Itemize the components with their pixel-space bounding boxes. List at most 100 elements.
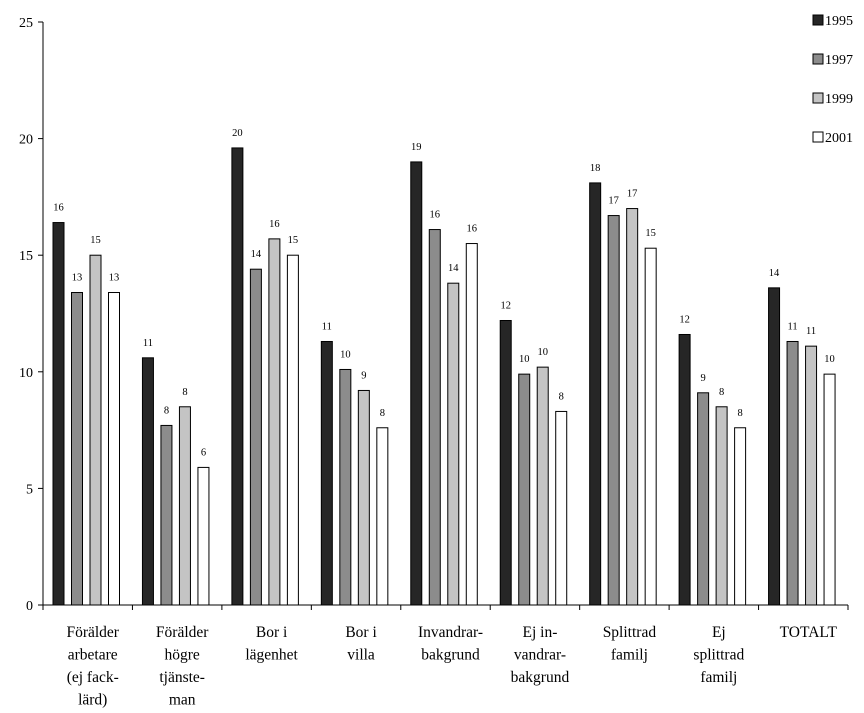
bar-1997 — [249, 268, 262, 606]
x-category-label: Förälder högre tjänste-man — [156, 624, 209, 709]
x-category-label: Splittrad familj — [603, 624, 657, 664]
bar-1995 — [410, 161, 423, 606]
data-labels: 16 11 20 11 19 12 18 12 14 13 8 14 10 16 10 17 9 11 15 8 16 9… — [53, 128, 835, 458]
bar-1997 — [428, 229, 441, 606]
data-label: 11 — [322, 321, 332, 332]
data-label: 17 — [608, 196, 619, 207]
bar-2001 — [555, 410, 568, 606]
y-tick-label: 15 — [19, 249, 33, 264]
data-label: 12 — [500, 300, 511, 311]
legend-swatch-1995 — [812, 14, 824, 26]
bar-1999 — [715, 406, 728, 606]
data-label: 8 — [719, 387, 724, 398]
y-tick-label: 10 — [19, 366, 33, 381]
bar-1999 — [447, 282, 460, 606]
data-label: 9 — [361, 370, 366, 381]
data-label: 15 — [288, 235, 299, 246]
data-label: 8 — [737, 408, 742, 419]
x-category-label: Förälder arbetare (ej fack-lärd) — [66, 624, 119, 709]
data-label: 14 — [769, 268, 780, 279]
bar-1995 — [678, 333, 691, 606]
data-label: 8 — [380, 408, 385, 419]
data-label: 10 — [519, 354, 530, 365]
legend-swatch-1997 — [812, 53, 824, 65]
data-label: 19 — [411, 142, 422, 153]
data-label: 8 — [164, 405, 169, 416]
y-tick-label: 5 — [26, 482, 33, 497]
bar-2001 — [734, 427, 747, 606]
bar-1995 — [768, 287, 781, 606]
data-label: 11 — [806, 326, 816, 337]
data-label: 12 — [679, 314, 690, 325]
data-label: 10 — [340, 349, 351, 360]
bar-1999 — [626, 208, 639, 606]
y-axis: 0 5 10 15 20 25 — [19, 16, 44, 614]
bar-1999 — [268, 238, 281, 606]
bar-2001 — [376, 427, 389, 606]
bar-1999 — [536, 366, 549, 606]
y-tick-label: 0 — [26, 599, 33, 614]
data-label: 11 — [787, 321, 797, 332]
legend-label: 1997 — [825, 53, 853, 68]
y-tick-label: 25 — [19, 16, 33, 31]
data-label: 11 — [143, 338, 153, 349]
bar-1995 — [320, 340, 333, 606]
x-category-label: Invandrar-bakgrund — [418, 624, 483, 664]
bar-1999 — [89, 254, 102, 606]
x-category-label: Ej in-vandrar-bakgrund — [511, 624, 570, 686]
data-label: 9 — [700, 373, 705, 384]
legend-label: 1995 — [825, 14, 853, 29]
x-axis: Förälder arbetare (ej fack-lärd) Förälder hö… — [42, 604, 849, 709]
x-category-label: TOTALT — [780, 624, 838, 641]
bar-2001 — [823, 373, 836, 606]
bar-1997 — [786, 340, 799, 606]
data-label: 16 — [430, 210, 441, 221]
legend-swatch-1999 — [812, 92, 824, 104]
bar-2001 — [644, 247, 657, 606]
data-label: 13 — [72, 273, 83, 284]
data-label: 8 — [559, 391, 564, 402]
y-tick-label: 20 — [19, 133, 33, 148]
bar-1995 — [499, 319, 512, 606]
bar-1997 — [697, 392, 710, 606]
bar-2001 — [286, 254, 299, 606]
bar-1997 — [339, 368, 352, 606]
data-label: 14 — [251, 249, 262, 260]
data-label: 15 — [645, 228, 656, 239]
bar-1999 — [178, 406, 191, 606]
bar-1997 — [71, 292, 83, 606]
bar-1999 — [357, 389, 370, 606]
bar-1995 — [589, 182, 602, 606]
bars — [52, 147, 836, 606]
data-label: 10 — [824, 354, 835, 365]
data-label: 15 — [90, 235, 101, 246]
legend: 1995 1997 1999 2001 — [812, 14, 853, 146]
data-label: 6 — [201, 447, 206, 458]
x-category-label: Bor i villa — [345, 624, 377, 664]
bar-1999 — [805, 345, 818, 606]
legend-swatch-2001 — [812, 131, 824, 143]
bar-1997 — [518, 373, 531, 606]
legend-label: 1999 — [825, 92, 853, 107]
bar-1995 — [141, 357, 154, 606]
bar-1995 — [231, 147, 244, 606]
bar-1995 — [52, 222, 65, 606]
bar-2001 — [108, 292, 120, 606]
data-label: 20 — [232, 128, 243, 139]
x-category-label: Bor i lägenhet — [245, 624, 298, 664]
data-label: 16 — [269, 219, 280, 230]
data-label: 13 — [109, 273, 120, 284]
bar-1997 — [607, 215, 620, 606]
bar-2001 — [197, 466, 210, 606]
data-label: 10 — [537, 347, 548, 358]
data-label: 16 — [53, 203, 64, 214]
data-label: 18 — [590, 163, 601, 174]
data-label: 8 — [182, 387, 187, 398]
legend-label: 2001 — [825, 131, 853, 146]
bar-2001 — [465, 243, 478, 606]
data-label: 14 — [448, 263, 459, 274]
bar-1997 — [160, 424, 173, 606]
x-category-label: Ej splittrad familj — [693, 624, 744, 686]
data-label: 16 — [467, 224, 478, 235]
